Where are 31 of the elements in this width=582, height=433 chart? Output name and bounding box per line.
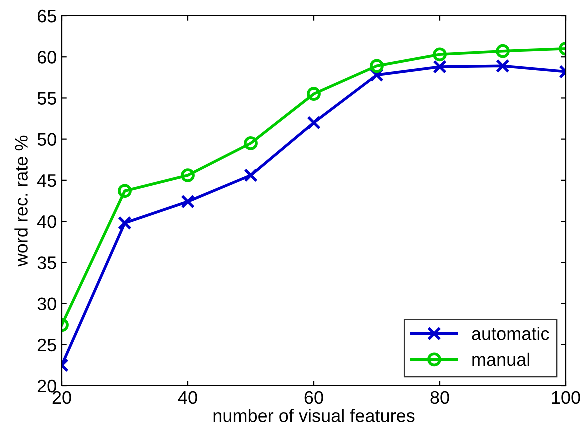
- y-tick-label: 65: [38, 10, 56, 23]
- point: [244, 136, 258, 150]
- point: [307, 116, 321, 130]
- y-tick-label: 25: [38, 338, 56, 352]
- point: [181, 194, 195, 209]
- legend-label: automatic: [472, 327, 550, 340]
- x-axis-title: number of visual features: [214, 409, 415, 422]
- x-tick-label: 60: [304, 391, 324, 404]
- y-tick-label: 40: [37, 215, 56, 228]
- x-tick-label: 40: [178, 391, 198, 404]
- point: [118, 184, 132, 198]
- x-tick-label: 80: [430, 391, 450, 404]
- y-tick-label: 50: [38, 133, 56, 146]
- x-tick-label: 100: [552, 391, 580, 404]
- y-axis-title: word rec. rate %: [14, 136, 28, 267]
- point: [181, 168, 195, 182]
- legend-label: manual: [472, 352, 530, 366]
- y-tick-label: 55: [38, 92, 56, 105]
- point: [370, 59, 384, 74]
- y-tick-label: 20: [38, 380, 56, 393]
- point: [433, 48, 447, 62]
- y-tick-label: 35: [38, 256, 56, 270]
- point: [118, 216, 132, 230]
- point: [244, 168, 258, 182]
- point: [496, 59, 510, 74]
- x-tick-label: 20: [52, 391, 72, 404]
- y-tick-label: 30: [38, 298, 56, 310]
- point: [307, 87, 321, 102]
- y-tick-label: 60: [38, 51, 56, 64]
- point: [496, 44, 510, 58]
- y-tick-label: 45: [37, 174, 56, 188]
